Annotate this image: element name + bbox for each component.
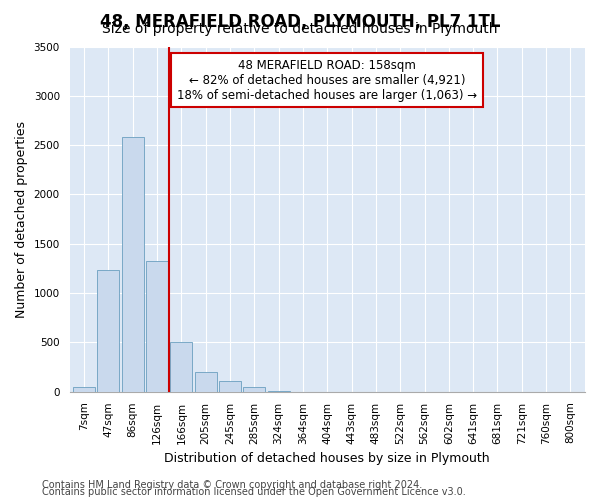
Bar — [122, 138, 143, 392]
Bar — [195, 372, 217, 392]
Text: 48, MERAFIELD ROAD, PLYMOUTH, PL7 1TL: 48, MERAFIELD ROAD, PLYMOUTH, PL7 1TL — [100, 12, 500, 30]
Y-axis label: Number of detached properties: Number of detached properties — [15, 120, 28, 318]
Text: Contains public sector information licensed under the Open Government Licence v3: Contains public sector information licen… — [42, 487, 466, 497]
Bar — [244, 387, 265, 392]
Text: 48 MERAFIELD ROAD: 158sqm
← 82% of detached houses are smaller (4,921)
18% of se: 48 MERAFIELD ROAD: 158sqm ← 82% of detac… — [177, 58, 478, 102]
Text: Size of property relative to detached houses in Plymouth: Size of property relative to detached ho… — [102, 22, 498, 36]
Bar — [268, 391, 290, 392]
Bar — [170, 342, 193, 392]
Bar — [219, 381, 241, 392]
Bar — [73, 387, 95, 392]
Text: Contains HM Land Registry data © Crown copyright and database right 2024.: Contains HM Land Registry data © Crown c… — [42, 480, 422, 490]
Bar — [97, 270, 119, 392]
Bar — [146, 260, 168, 392]
X-axis label: Distribution of detached houses by size in Plymouth: Distribution of detached houses by size … — [164, 452, 490, 465]
